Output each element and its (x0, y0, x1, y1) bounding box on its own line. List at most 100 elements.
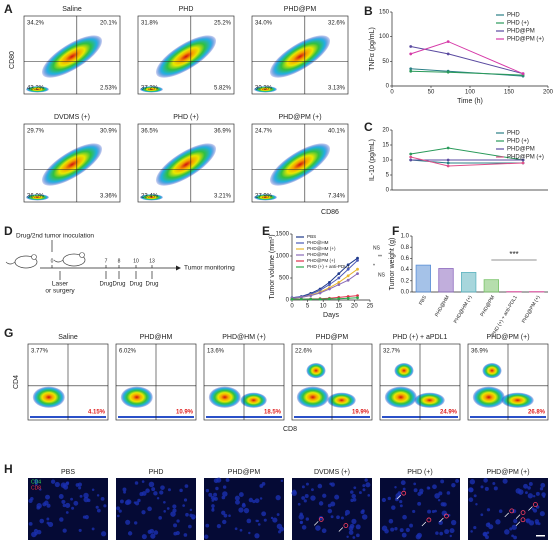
nucleus (480, 513, 484, 517)
nucleus (272, 517, 278, 523)
nucleus (397, 491, 402, 495)
nucleus (235, 499, 240, 505)
quadrant-percent: 3.21% (214, 194, 232, 200)
nucleus (513, 535, 517, 540)
legend-label: PHD (+) + anti-PDL1 (307, 264, 350, 269)
significance: *** (509, 250, 518, 259)
nucleus (317, 483, 323, 489)
nucleus (127, 531, 133, 536)
nucleus (47, 521, 54, 528)
nucleus (444, 529, 450, 535)
nucleus (62, 528, 67, 533)
nucleus (222, 519, 227, 525)
density-blob (253, 86, 277, 93)
cd8-cell (318, 517, 324, 522)
significance: * (373, 263, 375, 269)
nucleus (540, 482, 546, 488)
micrograph (292, 478, 372, 540)
nucleus (483, 478, 488, 483)
panel-letter: H (4, 462, 13, 476)
day-label: 0 (51, 258, 54, 264)
nucleus (498, 509, 503, 513)
nucleus (327, 508, 333, 514)
flow-density (139, 35, 217, 93)
nucleus (409, 523, 413, 528)
density-blob (240, 392, 267, 408)
nucleus (352, 536, 356, 539)
nucleus (434, 493, 440, 499)
nucleus (449, 534, 452, 538)
panel-letter: C (364, 120, 373, 134)
nucleus (263, 518, 267, 522)
density-blob (501, 392, 534, 408)
nucleus (356, 533, 360, 538)
nucleus (222, 485, 227, 489)
nucleus (151, 487, 156, 492)
cd8-cell (533, 502, 538, 507)
nucleus (133, 501, 137, 504)
y-tick-label: 0 (386, 188, 390, 194)
cd8-cell (426, 517, 432, 523)
nucleus (70, 497, 74, 501)
nucleus (525, 518, 531, 524)
nucleus (159, 490, 164, 495)
nucleus (208, 492, 213, 497)
nucleus (340, 516, 344, 520)
nucleus (437, 498, 441, 502)
series-line (291, 268, 358, 299)
nucleus (182, 504, 185, 507)
density-blob (306, 363, 326, 379)
axis-label: Days (323, 312, 339, 319)
series-line (292, 297, 358, 300)
nucleus (28, 498, 33, 504)
y-tick-label: 0.8 (401, 245, 410, 251)
nucleus (213, 496, 218, 501)
micrograph (28, 478, 108, 540)
data-point (328, 281, 331, 284)
data-point (356, 294, 359, 297)
flow-density (25, 35, 103, 93)
legend-label: PHD (+) (507, 139, 529, 145)
nucleus (493, 486, 498, 491)
nucleus (254, 498, 260, 504)
nucleus (469, 479, 476, 485)
nucleus (528, 482, 533, 486)
quadrant-percent: 22.6% (295, 349, 313, 355)
quadrant-percent: 24.9% (440, 410, 458, 416)
nucleus (315, 525, 321, 531)
nucleus (191, 516, 195, 520)
nucleus (261, 482, 266, 486)
schematic-text: Drug (129, 282, 142, 288)
nucleus (145, 488, 150, 493)
quadrant-percent: 13.6% (207, 349, 225, 355)
quadrant-percent: 43.2% (27, 86, 45, 92)
axis-label: CD80 (9, 51, 16, 69)
nucleus (450, 519, 457, 526)
data-point (356, 296, 359, 300)
nucleus (183, 533, 188, 537)
nucleus (451, 482, 456, 488)
schematic-text: or surgery (45, 288, 75, 295)
nucleus (511, 534, 514, 538)
nucleus (213, 478, 219, 484)
flow-density (253, 35, 331, 93)
quadrant-percent: 7.34% (328, 194, 346, 200)
quadrant-percent: 27.9% (255, 194, 273, 200)
data-point (318, 291, 322, 295)
nucleus (399, 528, 404, 533)
quadrant-percent: 23.4% (141, 194, 159, 200)
data-point (328, 297, 331, 301)
mouse-ear (79, 252, 85, 258)
nucleus (297, 502, 301, 506)
data-point (337, 281, 341, 284)
nucleus (486, 508, 491, 512)
nucleus (183, 498, 188, 502)
day-label: 10 (133, 258, 139, 264)
nucleus (91, 488, 95, 492)
nucleus (189, 508, 193, 512)
nucleus (96, 494, 100, 497)
nucleus (185, 512, 189, 517)
nucleus (188, 524, 192, 529)
series-line (291, 260, 358, 299)
